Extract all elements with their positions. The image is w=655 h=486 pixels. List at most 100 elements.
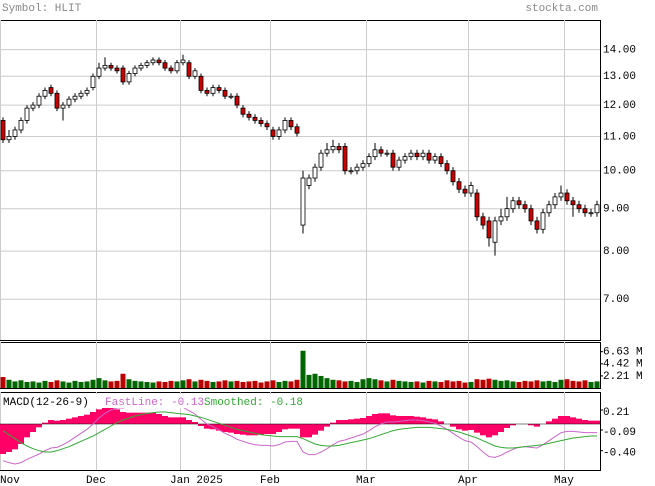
- candle-body: [252, 116, 258, 121]
- macd-bar: [432, 419, 438, 424]
- smoothed-label: Smoothed: -0.18: [204, 397, 303, 409]
- candle-body: [438, 156, 444, 165]
- candle-body: [336, 146, 342, 151]
- candle-body: [102, 64, 108, 69]
- macd-bar: [576, 418, 582, 424]
- candle-body: [222, 90, 228, 97]
- volume-bar: [540, 381, 546, 388]
- candle-body: [576, 204, 582, 210]
- candle-body: [108, 64, 114, 69]
- y-tick-label: 0.21: [603, 407, 630, 419]
- volume-bar: [66, 382, 72, 388]
- macd-bar: [162, 416, 168, 424]
- volume-bar: [24, 381, 30, 388]
- volume-bar: [402, 381, 408, 388]
- macd-bar: [36, 424, 42, 428]
- candle-body: [36, 95, 42, 106]
- macd-bar: [108, 408, 114, 424]
- volume-bar: [330, 379, 336, 388]
- volume-bar: [6, 379, 12, 388]
- candle-body: [270, 129, 276, 137]
- volume-bar: [132, 380, 138, 388]
- y-tick-label: 12.00: [603, 100, 636, 112]
- macd-bar: [480, 424, 486, 436]
- candle-body: [564, 192, 570, 202]
- candle-body: [246, 113, 252, 118]
- macd-bar: [270, 424, 276, 434]
- macd-bar: [84, 414, 90, 424]
- volume-bar: [312, 373, 318, 388]
- volume-bar: [60, 381, 66, 388]
- macd-bar: [462, 424, 468, 431]
- macd-bar: [264, 424, 270, 434]
- macd-bar: [498, 424, 504, 432]
- macd-bar: [588, 420, 594, 424]
- candle-body: [468, 185, 474, 194]
- candle-body: [168, 67, 174, 72]
- candle-body: [264, 123, 270, 128]
- candle-body: [54, 92, 60, 109]
- volume-bar: [168, 380, 174, 388]
- volume-bar: [96, 378, 102, 388]
- macd-bar: [90, 412, 96, 424]
- volume-bar: [558, 379, 564, 388]
- volume-bar: [390, 379, 396, 388]
- volume-bar: [360, 379, 366, 388]
- volume-bar: [438, 381, 444, 388]
- macd-bar: [132, 412, 138, 424]
- site-label: stockta.com: [525, 3, 598, 15]
- candle-body: [24, 107, 30, 121]
- candle-body: [516, 200, 522, 206]
- volume-bar: [258, 382, 264, 388]
- candle-body: [96, 67, 102, 77]
- macd-bar: [534, 424, 540, 427]
- candle-body: [582, 208, 588, 214]
- macd-bar: [468, 424, 474, 430]
- x-tick-label: Mar: [356, 475, 376, 486]
- candle-body: [498, 216, 504, 222]
- volume-bar: [102, 380, 108, 388]
- macd-bar: [120, 412, 126, 424]
- candle-body: [42, 90, 48, 97]
- volume-bar: [186, 379, 192, 388]
- volume-bar: [12, 381, 18, 388]
- candle-body: [480, 216, 486, 226]
- y-tick-label: 7.00: [603, 294, 629, 306]
- volume-bar: [480, 379, 486, 388]
- macd-bar: [372, 414, 378, 424]
- candle-body: [204, 90, 210, 94]
- macd-bar: [450, 424, 456, 427]
- candle-body: [300, 177, 306, 226]
- macd-bar: [402, 416, 408, 424]
- candle-body: [180, 59, 186, 64]
- candle-body: [432, 156, 438, 161]
- volume-bar: [498, 380, 504, 388]
- symbol-label: Symbol: HLIT: [2, 3, 82, 15]
- volume-bar: [156, 381, 162, 388]
- volume-bar: [414, 381, 420, 388]
- volume-bar: [582, 380, 588, 388]
- candle-body: [540, 212, 546, 230]
- volume-bar: [564, 379, 570, 388]
- fast-label: FastLine: -0.13: [105, 397, 204, 409]
- candle-body: [378, 149, 384, 154]
- volume-bar: [42, 380, 48, 388]
- y-tick-label: 14.00: [603, 45, 636, 57]
- candle-body: [72, 95, 78, 100]
- macd-bar: [504, 424, 510, 428]
- candle-body: [120, 67, 126, 83]
- macd-bar: [96, 409, 102, 424]
- volume-bar: [504, 380, 510, 388]
- candle-body: [0, 120, 6, 141]
- volume-bar: [174, 381, 180, 388]
- candle-body: [228, 95, 234, 98]
- candle-body: [534, 220, 540, 230]
- y-tick-label: 13.00: [603, 71, 636, 83]
- volume-bar: [282, 380, 288, 388]
- macd-bar: [582, 420, 588, 424]
- candle-body: [288, 120, 294, 128]
- volume-bar: [36, 382, 42, 388]
- volume-bar: [138, 381, 144, 388]
- candle-body: [324, 149, 330, 154]
- candle-body: [396, 159, 402, 168]
